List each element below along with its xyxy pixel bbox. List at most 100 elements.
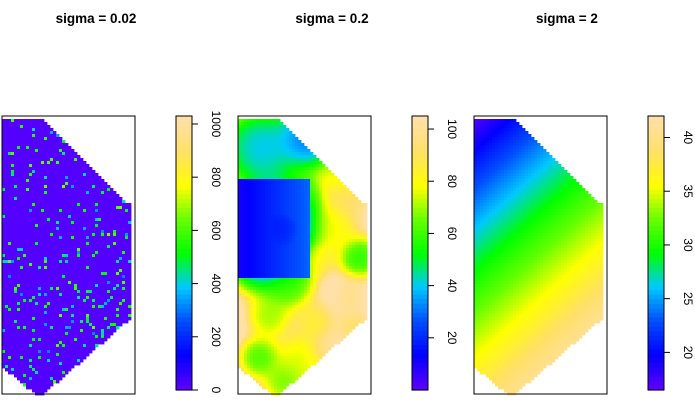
heatmap-cell [343, 197, 347, 201]
heatmap-cell [277, 182, 281, 186]
heatmap-cell [340, 239, 344, 243]
heatmap-cell [62, 194, 66, 198]
heatmap-cell [89, 308, 93, 312]
heatmap-cell [35, 233, 39, 237]
heatmap-cell [265, 275, 269, 279]
heatmap-cell [355, 218, 359, 222]
heatmap-cell [59, 326, 63, 330]
heatmap-cell [271, 194, 275, 198]
heatmap-cell [352, 215, 356, 219]
heatmap-cell [277, 206, 281, 210]
heatmap-cell [35, 269, 39, 273]
heatmap-cell [50, 365, 54, 369]
heatmap-cell [95, 203, 99, 207]
heatmap-cell [8, 287, 12, 291]
heatmap-cell [20, 377, 24, 381]
heatmap-cell [295, 179, 299, 183]
heatmap-cell [265, 200, 269, 204]
heatmap-cell [32, 386, 36, 390]
heatmap-cell [271, 182, 275, 186]
heatmap-cell [26, 299, 30, 303]
heatmap-cell [5, 200, 9, 204]
heatmap-cell [71, 269, 75, 273]
heatmap-cell [110, 197, 114, 201]
heatmap-cell [316, 260, 320, 264]
heatmap-cell [20, 155, 24, 159]
heatmap-cell [62, 149, 66, 153]
heatmap-cell [340, 245, 344, 249]
heatmap-cell [71, 344, 75, 348]
heatmap-cell [68, 167, 72, 171]
heatmap-cell [35, 122, 39, 126]
heatmap-cell [349, 251, 353, 255]
heatmap-cell [358, 206, 362, 210]
heatmap-cell [38, 212, 42, 216]
heatmap-cell [343, 218, 347, 222]
heatmap-cell [292, 152, 296, 156]
heatmap-cell [301, 221, 305, 225]
heatmap-cell [56, 254, 60, 258]
heatmap-cell [110, 251, 114, 255]
heatmap-cell [11, 236, 15, 240]
heatmap-cell [113, 230, 117, 234]
heatmap-cell [250, 200, 254, 204]
heatmap-cell [289, 212, 293, 216]
heatmap-cell [250, 149, 254, 153]
heatmap-cell [86, 206, 90, 210]
heatmap-cell [283, 209, 287, 213]
heatmap-cell [14, 179, 18, 183]
heatmap-cell [14, 248, 18, 252]
heatmap-cell [35, 326, 39, 330]
heatmap-cell [26, 347, 30, 351]
heatmap-cell [44, 383, 48, 387]
heatmap-cell [104, 236, 108, 240]
heatmap-cell [247, 218, 251, 222]
heatmap-cell [65, 194, 69, 198]
heatmap-cell [71, 365, 75, 369]
heatmap-cell [316, 236, 320, 240]
heatmap-cell [244, 137, 248, 141]
heatmap-cell [11, 218, 15, 222]
heatmap-cell [98, 293, 102, 297]
heatmap-cell [283, 275, 287, 279]
heatmap-cell [38, 143, 42, 147]
heatmap-cell [89, 206, 93, 210]
heatmap-cell [295, 188, 299, 192]
heatmap-cell [250, 230, 254, 234]
heatmap-cell [5, 152, 9, 156]
heatmap-cell [128, 218, 132, 222]
heatmap-cell [98, 188, 102, 192]
heatmap-cell [2, 302, 6, 306]
heatmap-cell [68, 293, 72, 297]
heatmap-cell [68, 338, 72, 342]
heatmap-cell [26, 311, 30, 315]
heatmap-cell [101, 272, 105, 276]
heatmap-cell [53, 350, 57, 354]
heatmap-cell [283, 248, 287, 252]
heatmap-cell [101, 248, 105, 252]
heatmap-cell [20, 356, 24, 360]
heatmap-cell [62, 209, 66, 213]
heatmap-cell [259, 149, 263, 153]
heatmap-cell [56, 380, 60, 384]
heatmap-cell [56, 218, 60, 222]
heatmap-cell [337, 266, 341, 270]
heatmap-cell [26, 254, 30, 258]
heatmap-cell [92, 335, 96, 339]
heatmap-cell [247, 194, 251, 198]
heatmap-cell [62, 140, 66, 144]
heatmap-cell [83, 200, 87, 204]
heatmap-cell [98, 338, 102, 342]
heatmap-cell [32, 170, 36, 174]
heatmap-cell [35, 152, 39, 156]
heatmap-cell [56, 338, 60, 342]
heatmap-cell [74, 305, 78, 309]
heatmap-cell [304, 221, 308, 225]
heatmap-cell [5, 236, 9, 240]
heatmap-cell [5, 257, 9, 261]
heatmap-cell [86, 338, 90, 342]
heatmap-cell [74, 173, 78, 177]
heatmap-cell [56, 185, 60, 189]
heatmap-cell [5, 176, 9, 180]
heatmap-cell [322, 242, 326, 246]
